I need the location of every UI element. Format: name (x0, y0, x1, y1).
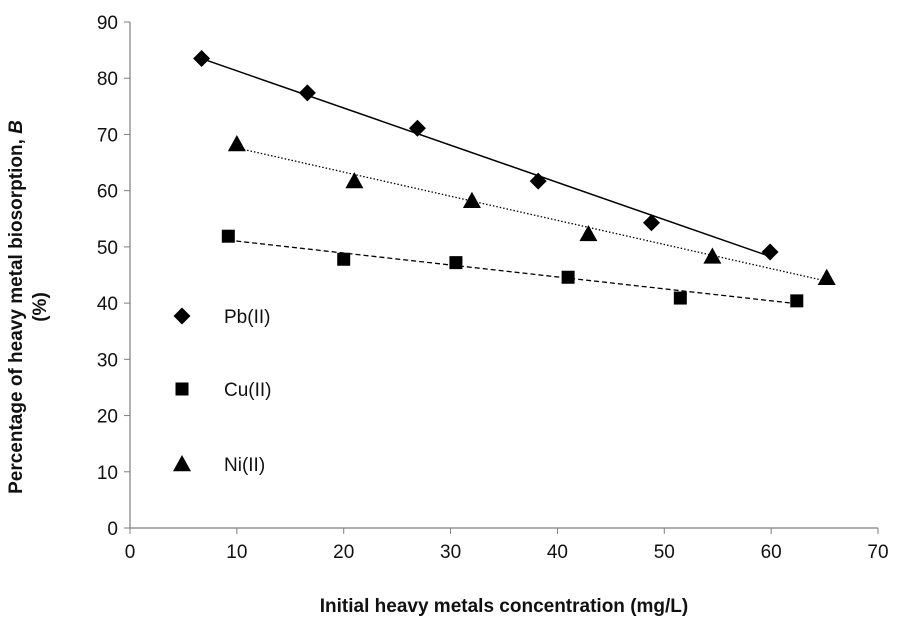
legend-marker-ni-ii (173, 455, 191, 472)
legend-marker-cu-ii (175, 382, 189, 396)
data-point-cu-ii (561, 270, 575, 284)
data-point-pb-ii (529, 172, 547, 190)
x-tick-label: 50 (654, 542, 675, 563)
y-axis-title-line2: (%) (30, 292, 51, 322)
data-point-pb-ii (642, 214, 660, 232)
y-tick-label: 90 (97, 13, 118, 34)
x-tick-label: 40 (547, 542, 568, 563)
data-point-cu-ii (790, 294, 804, 308)
y-tick-label: 0 (107, 519, 118, 540)
x-tick-label: 70 (867, 542, 888, 563)
trendline-ni-ii (236, 147, 827, 282)
data-point-cu-ii (221, 229, 235, 243)
axes: 0 10 20 30 40 50 60 70 80 90 0 10 20 30 40 50 60 70 (97, 13, 889, 563)
x-tick-label: 20 (333, 542, 354, 563)
data-point-pb-ii (193, 50, 211, 68)
trendline-pb-ii (201, 57, 771, 258)
data-point-pb-ii (408, 119, 426, 137)
data-point-ni-ii (345, 172, 364, 189)
y-axis-title-italic: B (6, 120, 27, 134)
data-point-cu-ii (449, 256, 463, 270)
data-point-cu-ii (337, 252, 351, 266)
legend-label-cu-ii: Cu(II) (224, 380, 272, 401)
y-tick-label: 10 (97, 463, 118, 484)
x-tick-label: 60 (761, 542, 782, 563)
x-tick-label: 0 (125, 542, 136, 563)
data-point-ni-ii (462, 191, 481, 208)
legend-label-ni-ii: Ni(II) (224, 455, 265, 476)
data-point-ni-ii (817, 268, 836, 286)
y-axis-title: Percentage of heavy metal biosorption, B (6, 120, 27, 494)
y-tick-label: 20 (97, 407, 118, 428)
data-point-cu-ii (673, 291, 687, 305)
y-axis-title-text: Percentage of heavy metal biosorption, (6, 134, 27, 494)
y-tick-label: 30 (97, 350, 118, 371)
trend-lines (201, 57, 827, 305)
y-tick-label: 80 (97, 69, 118, 90)
x-tick-label: 30 (440, 542, 461, 563)
data-point-ni-ii (227, 135, 246, 152)
y-tick-label: 50 (97, 238, 118, 259)
data-points (193, 50, 836, 308)
legend: Pb(II) Cu(II) Ni(II) (173, 307, 272, 476)
y-tick-label: 40 (97, 294, 118, 315)
data-point-ni-ii (703, 247, 722, 264)
data-point-pb-ii (761, 243, 779, 261)
y-tick-label: 70 (97, 125, 118, 146)
data-point-pb-ii (298, 84, 316, 102)
x-tick-label: 10 (226, 542, 247, 563)
legend-marker-pb-ii (173, 307, 191, 325)
data-point-ni-ii (579, 224, 598, 242)
trendline-cu-ii (228, 239, 797, 305)
y-tick-label: 60 (97, 182, 118, 203)
x-axis-title: Initial heavy metals concentration (mg/L… (320, 596, 688, 617)
legend-label-pb-ii: Pb(II) (224, 307, 270, 328)
